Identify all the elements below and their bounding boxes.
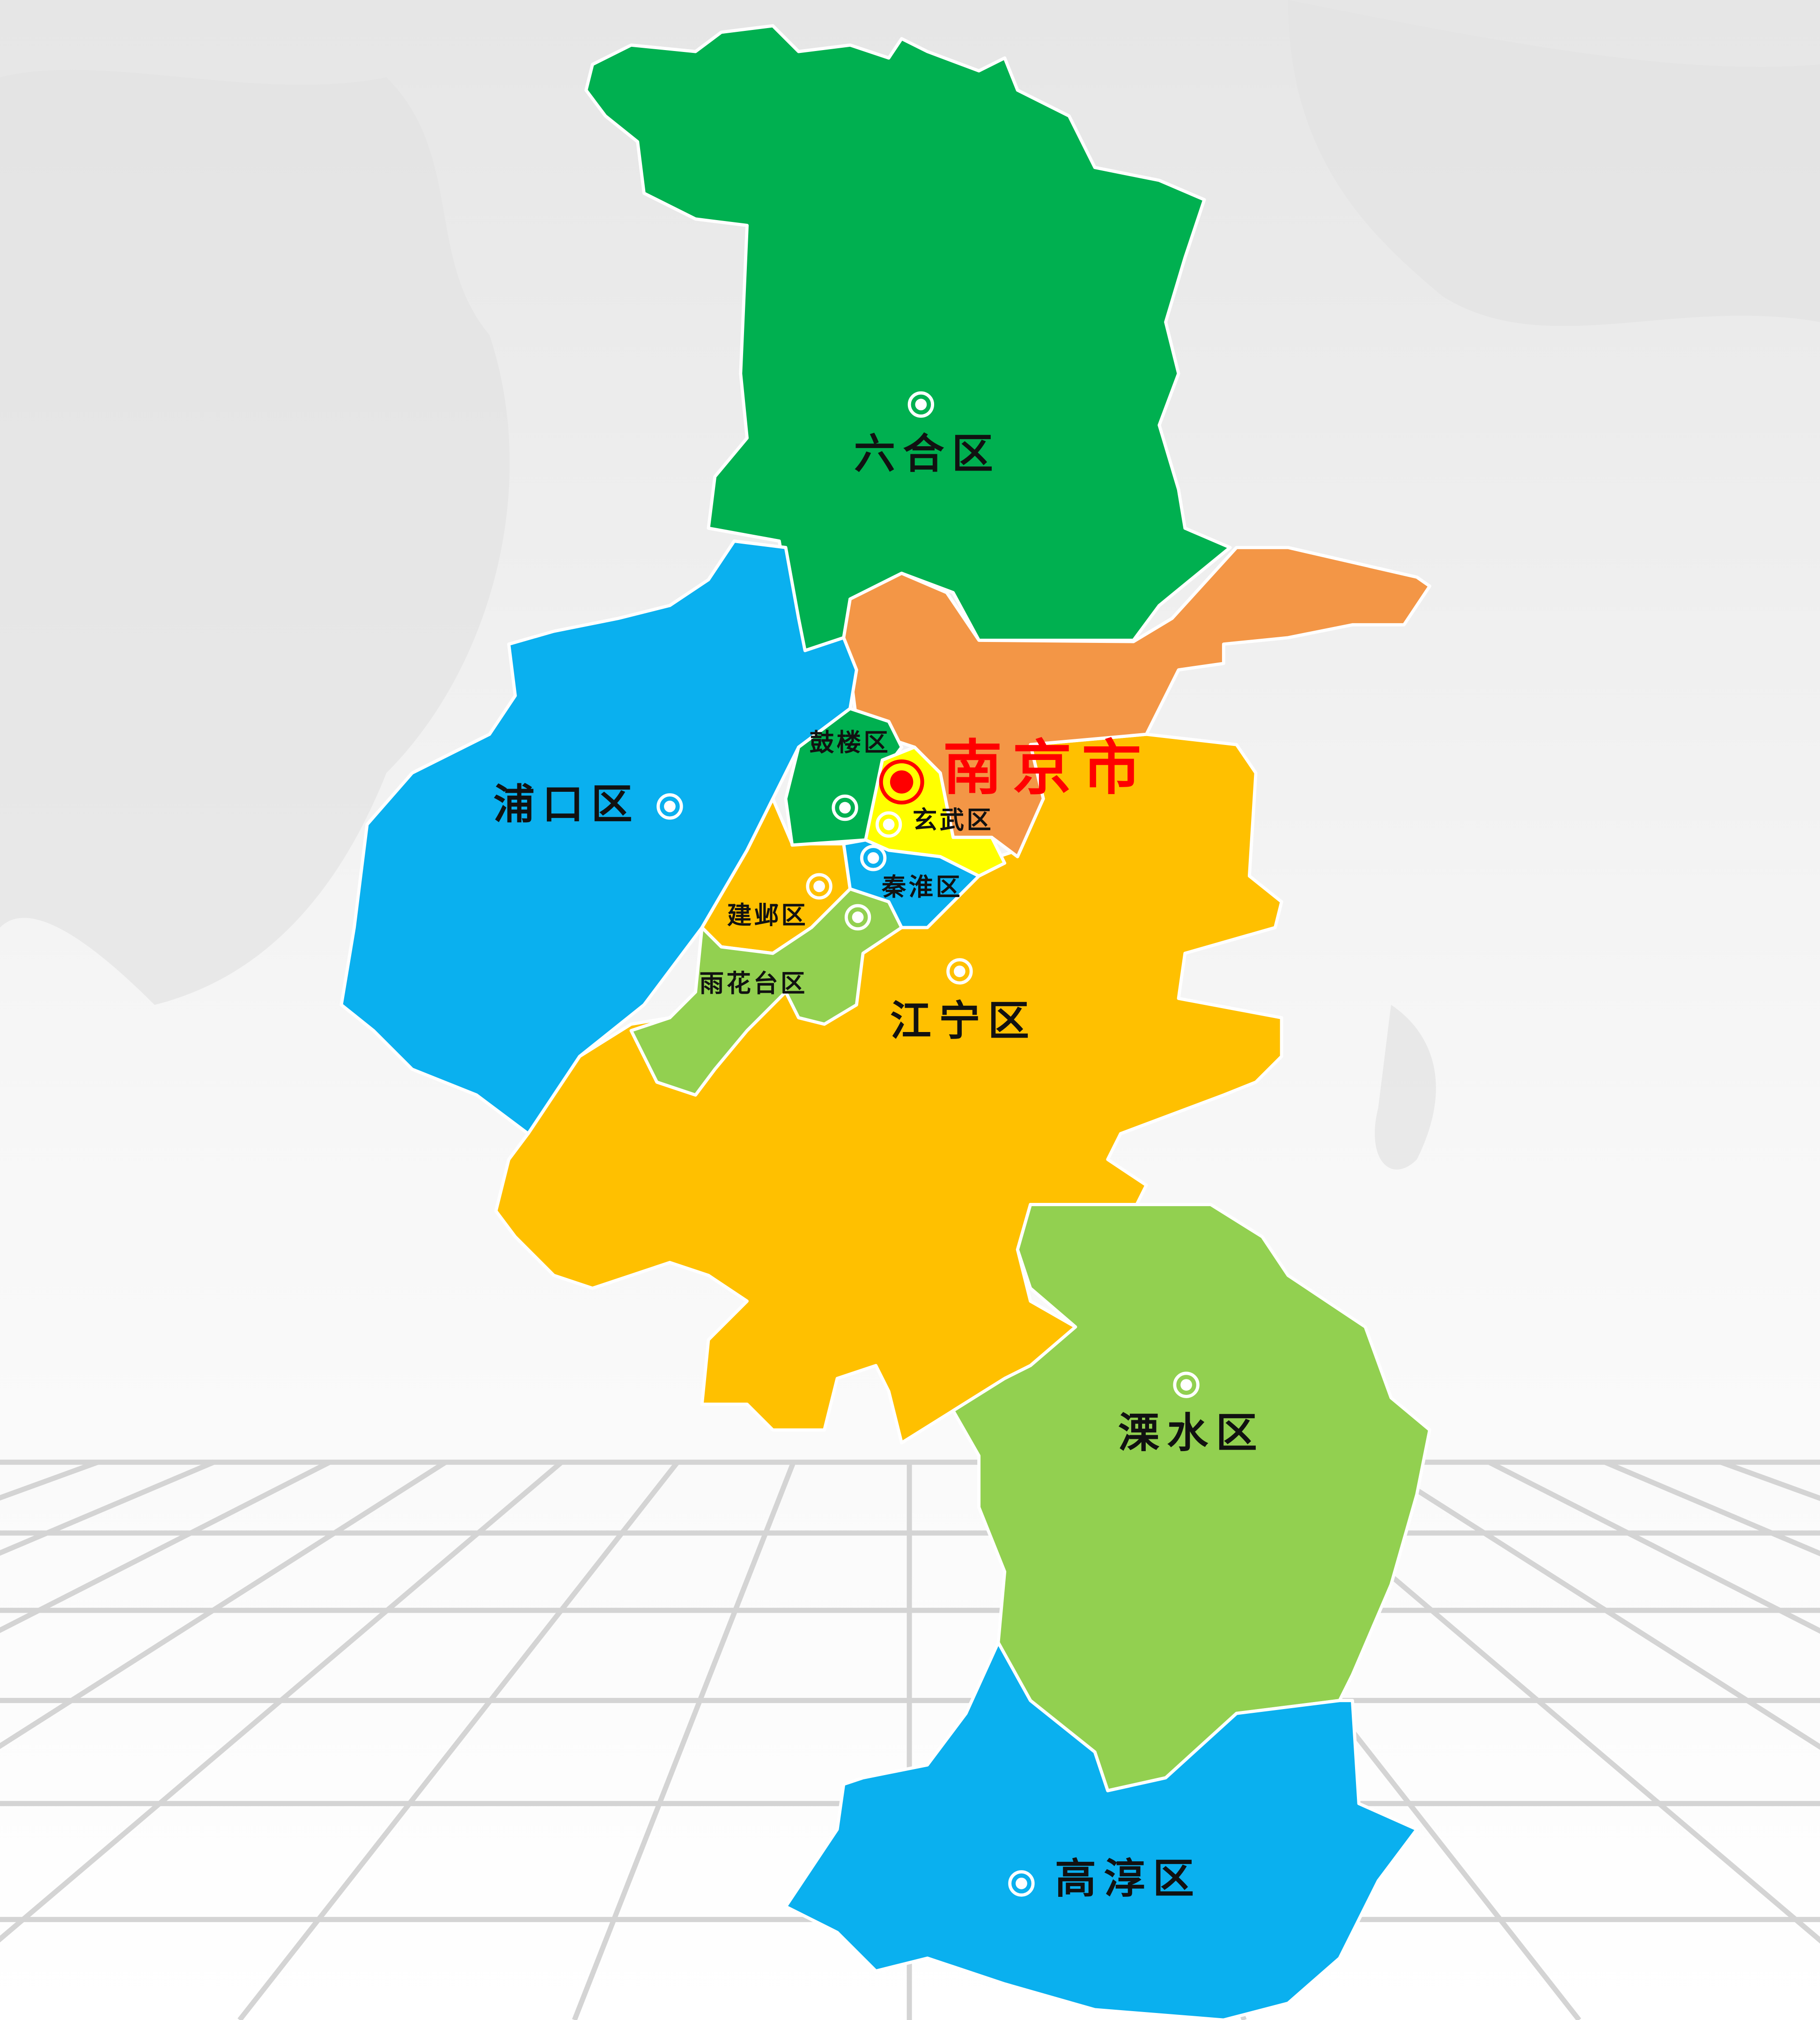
marker-icon-qinhuai [860,845,887,871]
grid-line [0,1460,563,1943]
grid-line [572,1461,796,2020]
marker-icon-lishui [1173,1371,1200,1398]
label-gaochun: 高淳区 [1055,1854,1202,1903]
capital-marker-icon [879,759,924,805]
grid-line [1488,1460,1820,1634]
marker-icon-jianye [806,873,833,900]
district-liuhe[interactable] [584,24,1232,652]
district-yuhuatai[interactable] [629,887,904,1097]
district-pukou[interactable] [339,539,858,1135]
label-qinhuai: 秦淮区 [881,873,963,901]
grid-line [1371,1460,1820,1750]
marker-icon-liuhe [907,391,935,418]
label-liuhe: 六合区 [854,429,1001,478]
city-label: 南京市 [943,733,1152,803]
label-gulou: 鼓楼区 [810,729,891,757]
world-map-watermark [0,0,1820,1170]
district-labels: 六合区 浦口区 江宁区 溧水区 高淳区 鼓楼区 玄武区 秦淮区 建邺区 雨花台区 [494,429,1265,1903]
label-jiangning: 江宁区 [890,996,1037,1045]
district-gaochun[interactable] [784,1641,1419,2020]
label-lishui: 溧水区 [1118,1408,1265,1457]
district-markers [656,391,1200,1897]
label-jianye: 建邺区 [727,901,808,929]
grid-line [0,1460,331,1633]
grid-line [0,1460,447,1749]
marker-icon-pukou [656,793,683,820]
grid-line [237,1460,680,2020]
marker-icon-xuanwu [875,811,902,838]
marker-icon-yuhuatai [844,904,871,931]
label-xuanwu: 玄武区 [913,806,994,834]
marker-icon-gaochun [1008,1870,1035,1897]
label-yuhuatai: 雨花台区 [700,969,808,998]
marker-icon-gulou [832,794,858,821]
marker-icon-jiangning [946,958,973,985]
label-pukou: 浦口区 [494,780,641,828]
districts [339,24,1431,2020]
